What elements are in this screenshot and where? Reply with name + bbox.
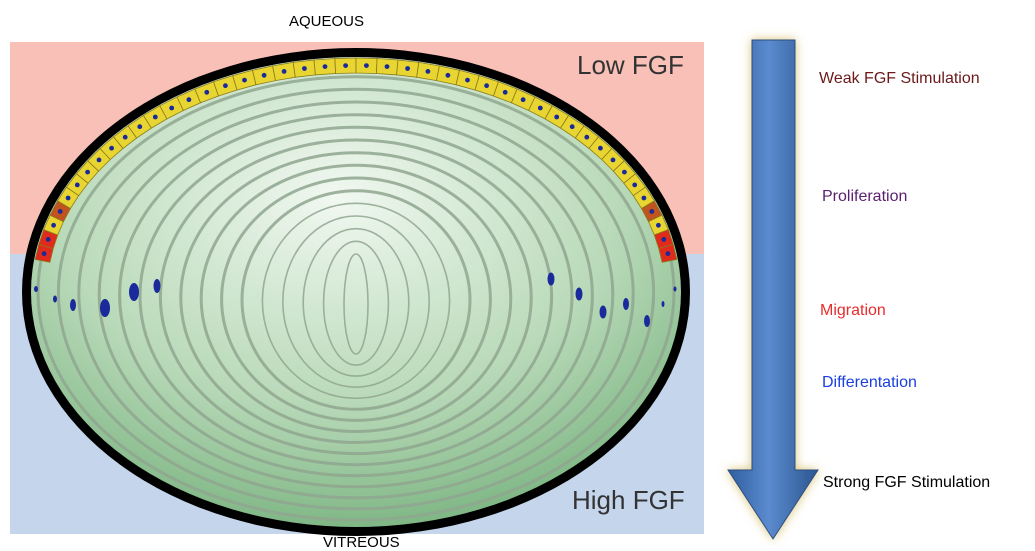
- cell-nucleus: [109, 145, 114, 151]
- cell-nucleus: [445, 72, 451, 78]
- fiber-nucleus: [129, 283, 139, 301]
- cell-nucleus: [152, 114, 158, 120]
- cell-nucleus: [384, 64, 390, 69]
- fiber-nucleus: [547, 272, 555, 286]
- cell-nucleus: [85, 169, 90, 175]
- cell-nucleus: [661, 237, 667, 242]
- cell-nucleus: [204, 89, 210, 95]
- fiber-ring: [240, 189, 472, 411]
- cell-nucleus: [169, 105, 175, 111]
- cell-nucleus: [223, 83, 228, 89]
- cell-nucleus: [405, 66, 410, 71]
- low-fgf-label: Low FGF: [577, 50, 684, 80]
- fiber-cell-nuclei: [34, 272, 677, 327]
- fiber-nucleus: [644, 315, 650, 327]
- cell-nucleus: [51, 222, 56, 228]
- cell-nucleus: [622, 169, 627, 175]
- cell-nucleus: [520, 97, 526, 103]
- fiber-nucleus: [661, 301, 665, 307]
- fiber-nucleus: [100, 299, 110, 317]
- cell-nucleus: [484, 83, 489, 89]
- cell-nucleus: [641, 195, 647, 201]
- cell-nucleus: [537, 105, 543, 111]
- cell-nucleus: [465, 77, 470, 83]
- fiber-ring: [158, 138, 554, 456]
- step-differentiation: Differentation: [822, 374, 917, 391]
- cell-nucleus: [502, 89, 508, 95]
- cell-nucleus: [584, 134, 590, 140]
- fiber-ring: [343, 253, 369, 355]
- fiber-nucleus: [575, 287, 583, 301]
- cell-nucleus: [569, 124, 575, 130]
- fiber-nucleus: [673, 286, 677, 292]
- cell-nucleus: [137, 124, 143, 130]
- cell-nucleus: [598, 145, 603, 151]
- cell-nucleus: [610, 157, 616, 163]
- fiber-ring: [261, 202, 451, 400]
- cell-nucleus: [45, 237, 51, 242]
- cell-nucleus: [122, 134, 128, 140]
- cell-nucleus: [41, 251, 47, 257]
- fiber-ring: [77, 87, 635, 500]
- arrow-shape: [727, 39, 819, 540]
- cell-nucleus: [281, 69, 287, 74]
- fiber-nucleus: [623, 298, 629, 310]
- cell-nucleus: [649, 209, 655, 214]
- fiber-ring: [281, 215, 430, 388]
- cell-nucleus: [632, 182, 638, 188]
- lens-epithelium: [34, 57, 678, 263]
- fiber-ring: [322, 240, 390, 366]
- lens-body: [31, 57, 681, 527]
- fiber-ring: [199, 163, 513, 433]
- aqueous-label: AQUEOUS: [289, 13, 365, 30]
- fiber-ring: [56, 75, 656, 511]
- cell-nucleus: [96, 157, 102, 163]
- fiber-ring: [118, 113, 594, 478]
- cell-nucleus: [302, 66, 307, 71]
- cell-nucleus: [186, 97, 192, 103]
- cell-nucleus: [554, 114, 560, 120]
- fiber-nucleus: [70, 299, 76, 311]
- cell-nucleus: [364, 63, 369, 68]
- step-weak-stimulation: Weak FGF Stimulation: [819, 70, 980, 87]
- cell-nucleus: [74, 182, 80, 188]
- cell-nucleus: [656, 222, 661, 228]
- fiber-ring: [97, 100, 615, 489]
- fiber-nucleus: [53, 295, 57, 303]
- cell-nucleus: [322, 64, 328, 69]
- cell-nucleus: [242, 77, 247, 83]
- step-strong-stimulation: Strong FGF Stimulation: [823, 474, 991, 491]
- step-migration: Migration: [820, 302, 886, 319]
- cell-nucleus: [261, 72, 267, 78]
- fiber-ring: [302, 227, 410, 377]
- fiber-nucleus: [599, 305, 607, 319]
- cell-nucleus: [57, 209, 63, 214]
- vitreous-label: VITREOUS: [323, 534, 400, 551]
- fiber-ring: [179, 151, 533, 444]
- fiber-ring: [220, 176, 492, 422]
- cell-nucleus: [425, 69, 431, 74]
- fiber-nucleus: [34, 286, 38, 292]
- step-proliferation: Proliferation: [822, 188, 908, 205]
- fiber-nucleus: [153, 279, 161, 293]
- fgf-gradient-arrow: [727, 39, 819, 540]
- cell-nucleus: [343, 63, 348, 68]
- cell-nucleus: [665, 251, 671, 257]
- high-fgf-label: High FGF: [572, 485, 685, 515]
- cell-nucleus: [65, 195, 71, 201]
- fiber-ring: [138, 125, 574, 467]
